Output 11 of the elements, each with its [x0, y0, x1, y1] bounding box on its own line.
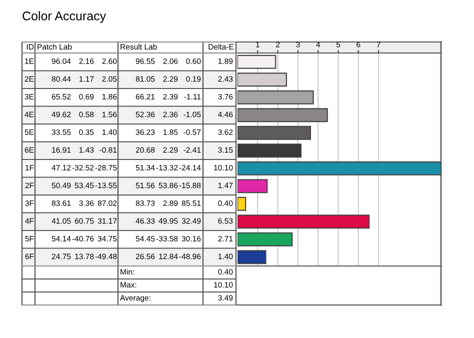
bar: [238, 108, 328, 122]
bar: [238, 90, 314, 104]
bar: [238, 144, 302, 158]
text: Color Accuracy: [22, 11, 106, 23]
bar: [238, 232, 293, 246]
bar: [238, 196, 246, 211]
bar: [238, 214, 370, 229]
bar: [238, 161, 441, 176]
bar: [238, 250, 266, 264]
bar: [238, 54, 276, 69]
bar: [238, 179, 268, 194]
